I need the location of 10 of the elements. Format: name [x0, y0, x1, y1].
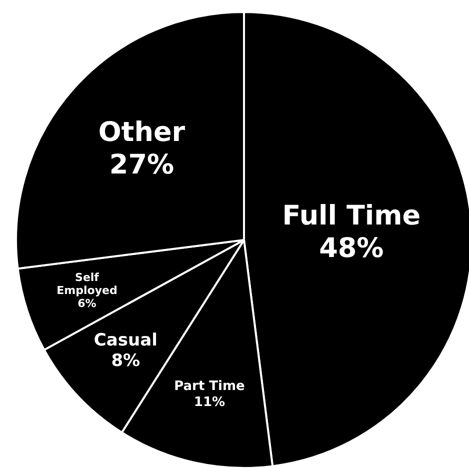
- slice-label: Other: [98, 117, 186, 148]
- data-label: 6%: [78, 297, 96, 310]
- data-label: 27%: [109, 149, 174, 180]
- data-label: 8%: [111, 350, 140, 371]
- slice-label: Self Employed: [56, 270, 118, 298]
- slice-label: Full Time: [282, 200, 421, 232]
- slice-label: Part Time: [174, 379, 246, 394]
- data-label: 11%: [194, 394, 226, 410]
- slice-label: Casual: [94, 330, 158, 351]
- data-label: 48%: [319, 232, 384, 264]
